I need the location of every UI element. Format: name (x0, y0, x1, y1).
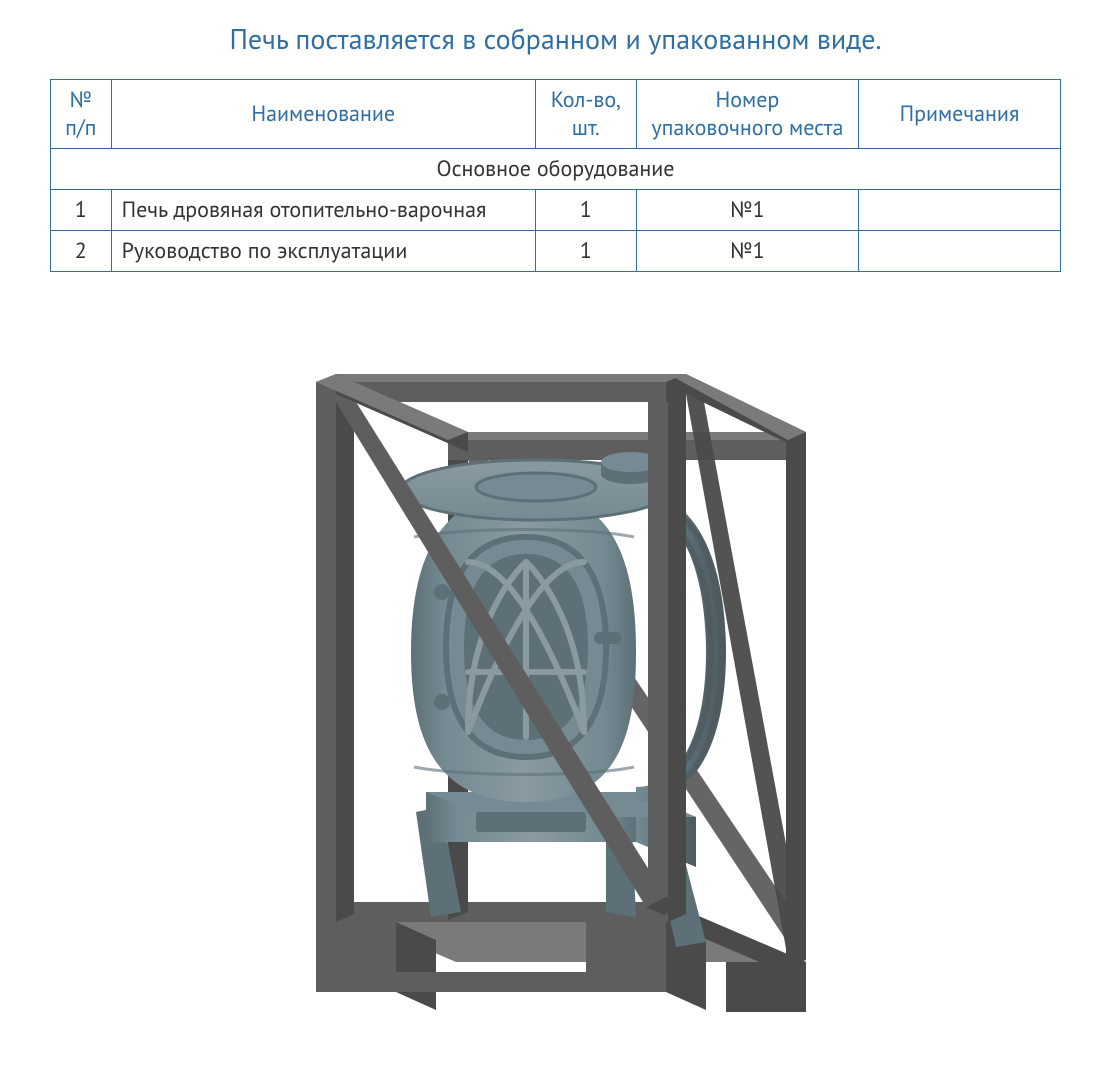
col-header-notes: Примечания (858, 80, 1060, 149)
cell-pkg: №1 (636, 190, 858, 231)
cell-notes (858, 190, 1060, 231)
cell-notes (858, 231, 1060, 272)
cell-num: 1 (51, 190, 112, 231)
cell-name: Руководство по эксплуатации (111, 231, 535, 272)
section-main-equipment: Основное оборудование (51, 149, 1061, 190)
table-row: 2 Руководство по эксплуатации 1 №1 (51, 231, 1061, 272)
col-header-qty: Кол-во, шт. (535, 80, 636, 149)
cell-qty: 1 (535, 231, 636, 272)
table-row: 1 Печь дровяная отопительно-варочная 1 №… (51, 190, 1061, 231)
cell-name: Печь дровяная отопительно-варочная (111, 190, 535, 231)
cell-num: 2 (51, 231, 112, 272)
col-header-pkg: Номер упаковочного места (636, 80, 858, 149)
col-header-name: Наименование (111, 80, 535, 149)
packaging-table: № п/п Наименование Кол-во, шт. Номер упа… (50, 79, 1061, 272)
stove-in-crate-illustration (236, 312, 876, 1012)
cell-pkg: №1 (636, 231, 858, 272)
pallet-icon (316, 902, 806, 1012)
col-header-num: № п/п (51, 80, 112, 149)
cell-qty: 1 (535, 190, 636, 231)
page-title: Печь поставляется в собранном и упакован… (50, 20, 1061, 57)
